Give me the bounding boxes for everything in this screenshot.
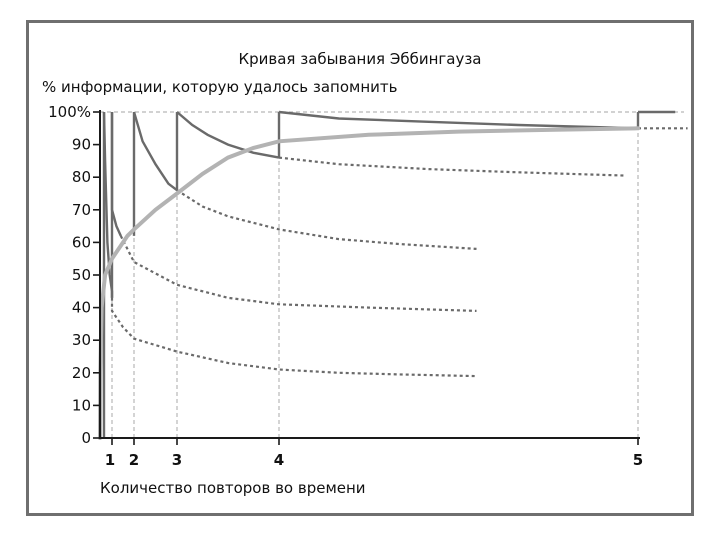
- y-tick-label-70: 70: [72, 201, 91, 219]
- x-axis-label: Количество повторов во времени: [100, 479, 366, 497]
- y-tick-label-50: 50: [72, 266, 91, 284]
- forgetting-curve-dashed-2: [119, 235, 477, 312]
- x-tick-label-3: 3: [172, 451, 182, 469]
- forgetting-curve-solid-3: [132, 111, 178, 192]
- y-tick-label-20: 20: [72, 364, 91, 382]
- y-tick-label-60: 60: [72, 233, 91, 251]
- forgetting-curve-solid-4: [176, 111, 280, 159]
- forgetting-curve-dashed-3: [176, 189, 477, 250]
- chart-frame: [26, 20, 694, 516]
- retention-envelope-line: [98, 126, 640, 440]
- x-tick-label-5: 5: [633, 451, 643, 469]
- y-tick-label-90: 90: [72, 136, 91, 154]
- forgetting-curve-solid-5: [278, 110, 639, 130]
- tick-labels: 0 10 20 30 40 50 60 70 80 90 100% 1 2 3 4 5: [48, 103, 643, 469]
- y-tick-label-40: 40: [72, 299, 91, 317]
- forgetting-curve-dashed-4: [278, 156, 627, 177]
- y-tick-label-10: 10: [72, 396, 91, 414]
- y-tick-label-0: 0: [81, 429, 91, 447]
- y-tick-label-80: 80: [72, 168, 91, 186]
- axes: [93, 110, 640, 445]
- retention-envelope: [98, 126, 640, 440]
- guide-lines: [100, 111, 684, 438]
- forgetting-curve-solid-2: [110, 112, 122, 237]
- chart-title: Кривая забывания Эббингауза: [238, 50, 481, 68]
- y-axis-label: % информации, которую удалось запомнить: [42, 78, 397, 96]
- y-tick-label-100: 100%: [48, 103, 91, 121]
- x-tick-label-2: 2: [129, 451, 139, 469]
- x-tick-label-4: 4: [274, 451, 284, 469]
- forgetting-curves: [102, 110, 688, 438]
- y-tick-label-30: 30: [72, 331, 91, 349]
- x-tick-label-1: 1: [105, 451, 115, 469]
